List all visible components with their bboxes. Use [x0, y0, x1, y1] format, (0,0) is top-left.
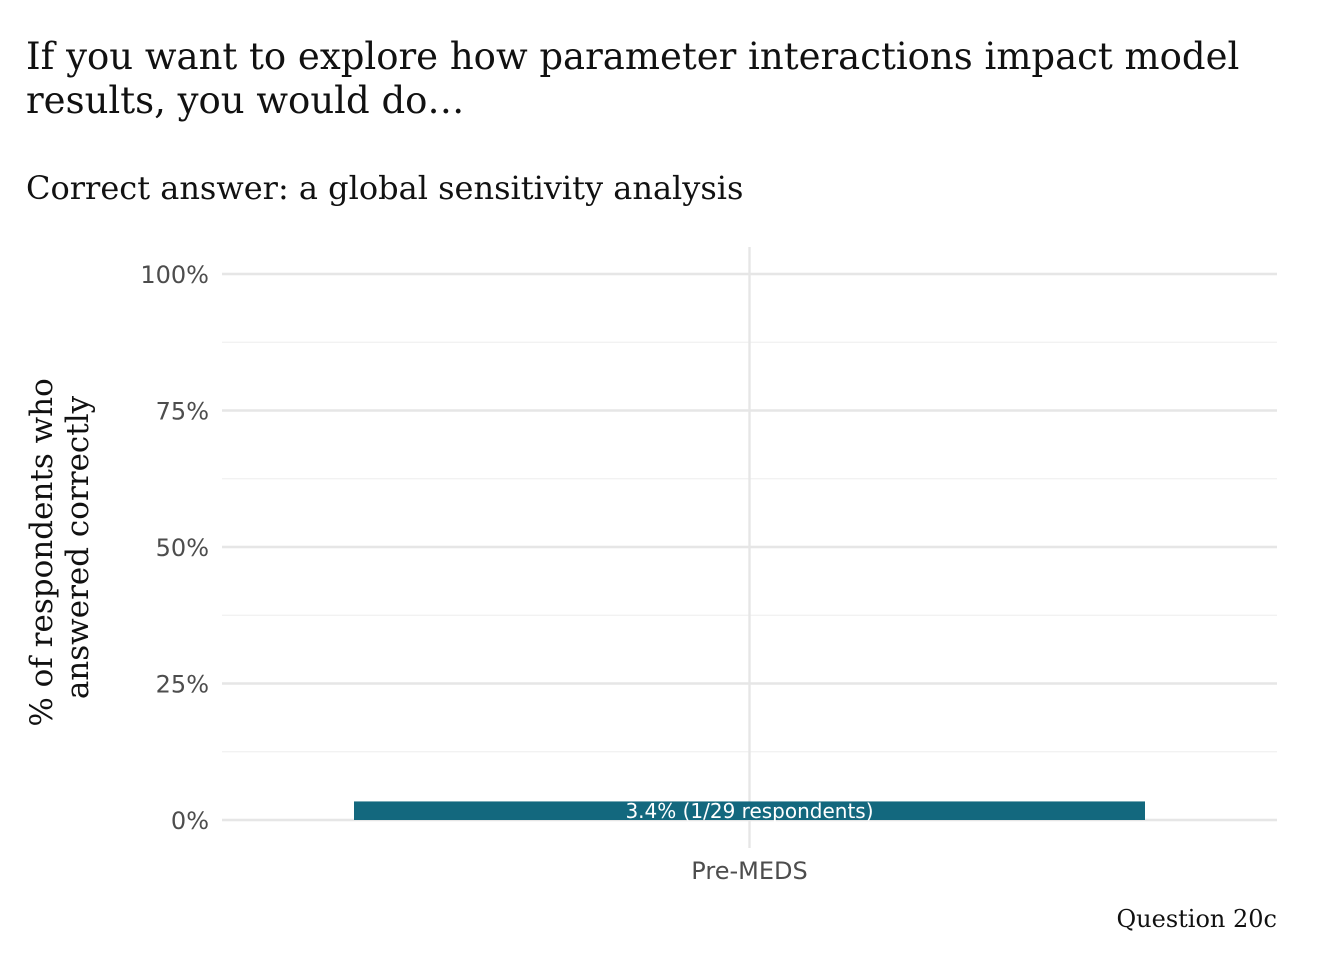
- bars: [354, 801, 1145, 820]
- chart-subtitle: Correct answer: a global sensitivity ana…: [26, 169, 743, 207]
- y-axis-title: % of respondents who answered correctly: [24, 368, 96, 726]
- bar: [354, 801, 1145, 820]
- bar-data-label: 3.4% (1/29 respondents): [625, 799, 873, 823]
- y-tick-label: 0%: [171, 807, 209, 835]
- y-tick-label: 50%: [156, 534, 209, 562]
- y-tick-label: 75%: [156, 398, 209, 426]
- chart-title-line-2: results, you would do…: [26, 79, 464, 122]
- bar-labels: 3.4% (1/29 respondents): [625, 799, 873, 823]
- chart-title-line-1: If you want to explore how parameter int…: [26, 35, 1239, 78]
- chart-caption: Question 20c: [1117, 905, 1278, 933]
- x-tick-label: Pre-MEDS: [691, 857, 807, 885]
- x-axis-ticks: Pre-MEDS: [691, 857, 807, 885]
- grid-lines: [222, 247, 1277, 848]
- y-axis-title-line-1: % of respondents who: [24, 378, 60, 726]
- y-tick-label: 25%: [156, 671, 209, 699]
- y-axis-title-line-2: answered correctly: [60, 395, 96, 699]
- y-axis-ticks: 0% 25% 50% 75% 100%: [140, 261, 209, 835]
- chart-title: If you want to explore how parameter int…: [26, 35, 1251, 122]
- y-tick-label: 100%: [140, 261, 209, 289]
